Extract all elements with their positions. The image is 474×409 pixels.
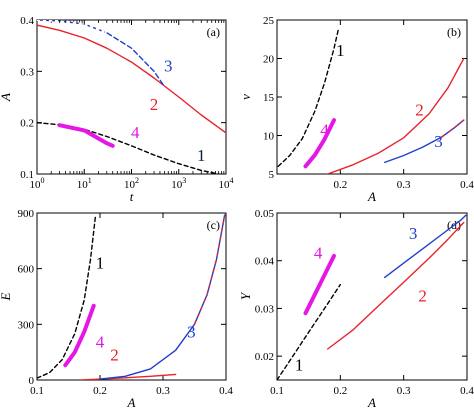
x-tick-label: 104 <box>219 176 234 191</box>
y-tick-label: 0.05 <box>255 208 275 220</box>
x-tick-label: 0.4 <box>460 385 474 397</box>
y-tick-label: 0.1 <box>20 169 34 181</box>
y-axis-label: Y <box>238 291 253 300</box>
series-3-dash-overlay <box>193 214 226 325</box>
panel-label: (b) <box>447 25 461 39</box>
panel-b: 0.2 0.3 0.4 5 10 15 20 25 Aν (b) 1 23 4 <box>238 15 474 204</box>
series-3-line <box>99 214 226 380</box>
panel-a: 100 101 102 103 104 0.1 0.2 0.3 0.4 t A (a) 1 2 3 4 <box>0 15 234 204</box>
curve-label-4: 4 <box>131 123 140 142</box>
series-2-line <box>327 221 465 350</box>
series-1-line <box>37 214 97 379</box>
panel-c: 0.1 0.2 0.3 0.4 0 300 600 900 A E (c) 1 2 3 4 <box>0 208 233 409</box>
series-3-line <box>384 214 467 279</box>
y-tick-label: 0.4 <box>20 15 34 27</box>
series-2-line <box>327 57 465 174</box>
curve-label-1: 1 <box>197 146 206 165</box>
curve-label-4: 4 <box>96 333 105 352</box>
curve-label-1: 1 <box>295 355 304 374</box>
plot-frame-c <box>36 212 227 381</box>
y-tick-label: 600 <box>18 264 35 276</box>
series-4-line <box>63 303 96 368</box>
y-tick-label: 0.04 <box>255 256 275 268</box>
y-axis-label: ν <box>238 94 253 100</box>
series-1-line <box>277 28 340 167</box>
x-tick-label: 0.2 <box>333 385 347 397</box>
x-tick-label: 0.1 <box>30 385 44 397</box>
x-tick-label: 0.1 <box>270 385 284 397</box>
y-tick-label: 900 <box>18 208 35 220</box>
y-tick-label: 20 <box>263 54 275 66</box>
x-tick-label: 0.2 <box>93 385 107 397</box>
series-1-line <box>277 283 341 380</box>
curve-label-3: 3 <box>409 224 418 243</box>
curve-label-3: 3 <box>164 56 173 75</box>
y-tick-label: 300 <box>18 319 35 331</box>
y-tick-label: 10 <box>263 131 275 143</box>
y-tick-label: 0.2 <box>20 118 34 130</box>
y-tick-label: 5 <box>269 169 275 181</box>
x-tick-label: 0.2 <box>333 179 347 191</box>
series-2-line <box>80 373 177 380</box>
y-tick-label: 0.02 <box>255 351 274 363</box>
y-tick-label: 25 <box>263 15 275 27</box>
y-axis-label: E <box>0 292 13 301</box>
x-tick-label: 102 <box>124 176 139 191</box>
curve-label-3: 3 <box>187 322 196 341</box>
y-tick-label: 0.3 <box>20 66 34 78</box>
curve-label-4: 4 <box>314 243 323 262</box>
y-tick-label: 0 <box>29 375 35 387</box>
series-4-line <box>303 118 336 169</box>
x-tick-label: 0.4 <box>460 179 474 191</box>
series-2-line <box>37 24 226 134</box>
curve-label-2: 2 <box>418 286 427 305</box>
x-tick-label: 0.3 <box>397 385 411 397</box>
series-3-line <box>37 20 166 88</box>
x-tick-label: 101 <box>77 176 92 191</box>
y-axis-label: A <box>0 93 13 102</box>
x-axis-label: A <box>367 189 376 204</box>
x-tick-label: 0.4 <box>219 385 233 397</box>
curve-label-4: 4 <box>320 121 329 140</box>
x-tick-label: 100 <box>30 176 45 191</box>
series-4-line <box>57 123 115 148</box>
x-tick-label: 103 <box>171 176 186 191</box>
series-4-line <box>303 253 336 316</box>
x-tick-label: 0.3 <box>397 179 411 191</box>
curve-label-1: 1 <box>336 41 345 60</box>
curve-label-2: 2 <box>415 100 424 119</box>
x-tick-label: 0.3 <box>156 385 170 397</box>
series-3-line <box>384 119 465 164</box>
x-axis-label: t <box>130 189 134 204</box>
curve-label-2: 2 <box>110 346 119 365</box>
curve-label-2: 2 <box>150 95 159 114</box>
curve-label-3: 3 <box>434 132 443 151</box>
x-axis-label: A <box>127 395 136 409</box>
x-axis-label: A <box>367 395 376 409</box>
y-tick-label: 15 <box>263 92 275 104</box>
series-1-line <box>37 122 220 174</box>
panel-label: (c) <box>207 218 220 232</box>
panel-label: (a) <box>207 25 220 39</box>
curve-label-1: 1 <box>96 254 105 273</box>
y-tick-label: 0.03 <box>255 303 275 315</box>
plot-frame-d <box>276 212 468 381</box>
